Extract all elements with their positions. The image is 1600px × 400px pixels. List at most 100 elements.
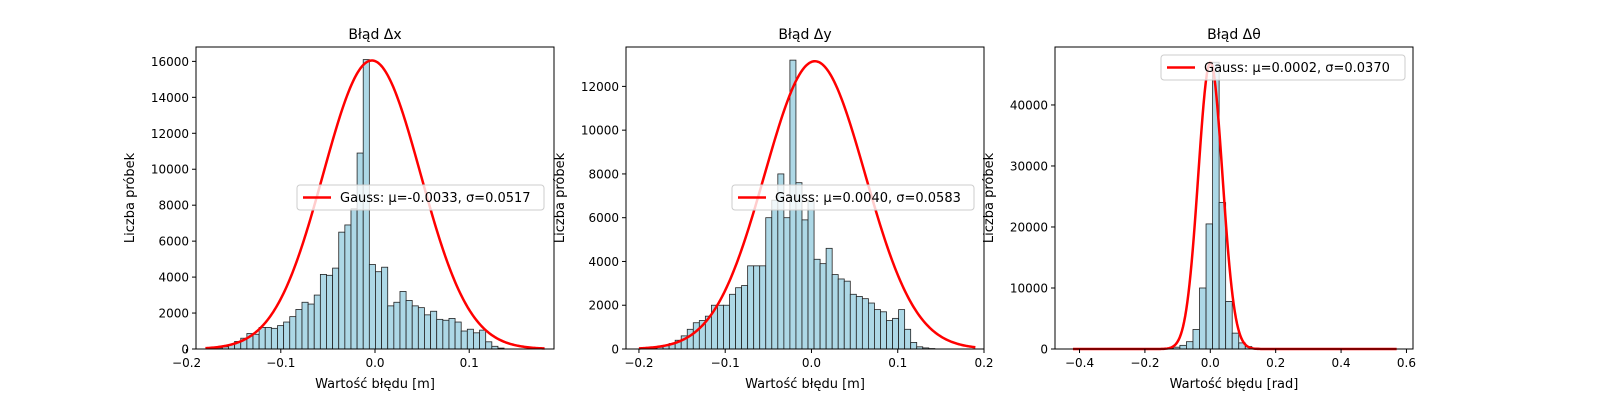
x-tick-label: 0.4: [1332, 356, 1351, 370]
x-tick-label: −0.1: [711, 356, 740, 370]
histogram-bar: [1186, 341, 1194, 350]
histogram-bar: [344, 224, 352, 350]
histogram-bar: [1179, 344, 1187, 350]
y-tick-label: 14000: [151, 91, 189, 105]
histogram-bar: [350, 208, 358, 350]
x-tick-label: 0.1: [888, 356, 907, 370]
legend-box: [296, 184, 545, 211]
x-tick-label: −0.4: [1065, 356, 1094, 370]
y-tick-label: 2000: [158, 307, 189, 321]
histogram-bar: [771, 199, 779, 350]
y-tick-label: 6000: [158, 235, 189, 249]
x-tick-label: 0.6: [1397, 356, 1416, 370]
histogram-bar: [399, 291, 407, 350]
x-axis-label: Wartość błędu [rad]: [1170, 377, 1299, 392]
histogram-bar: [375, 271, 382, 350]
histogram-bar: [264, 327, 272, 350]
histogram-bar: [393, 301, 401, 350]
histogram-bar: [735, 287, 742, 350]
histogram-bar: [892, 317, 899, 350]
histogram-bar: [301, 301, 309, 350]
legend: Gauss: μ=0.0002, σ=0.0370: [1160, 54, 1406, 81]
histogram-bar: [313, 294, 321, 350]
histogram-bar: [843, 280, 851, 350]
histogram-bar: [460, 330, 468, 350]
histogram-bar: [319, 273, 327, 350]
x-tick-label: 0.2: [974, 356, 993, 370]
histogram-bar: [289, 316, 297, 350]
y-tick-label: 8000: [158, 199, 189, 213]
histogram-bar: [874, 309, 881, 350]
histogram-bar: [424, 314, 431, 350]
histogram-bar: [283, 321, 291, 350]
plot-title: Błąd Δy: [778, 27, 831, 43]
histogram-bar: [855, 296, 863, 350]
histogram-bar: [783, 217, 791, 350]
y-tick-label: 30000: [1010, 159, 1048, 173]
histogram-bar: [723, 304, 730, 350]
histogram-bar: [356, 152, 364, 350]
y-axis-label: Liczba próbek: [123, 152, 138, 243]
subplot-dtheta: −0.4 −0.2 0.0 0.2 0.4 0.6 0 10000 20000 30000 400…: [982, 27, 1416, 392]
histogram-bar: [417, 307, 425, 350]
y-tick-label: 10000: [581, 124, 619, 138]
histogram-bar: [886, 320, 893, 350]
histogram-bar: [849, 293, 857, 350]
x-tick-label: −0.2: [1130, 356, 1159, 370]
gauss-curve: [638, 59, 976, 350]
gauss-curve: [205, 59, 545, 350]
x-tick-label: 0.2: [1266, 356, 1285, 370]
histogram-bar: [904, 328, 912, 350]
histogram-bar: [1205, 223, 1213, 350]
histogram-bar: [387, 305, 395, 350]
histogram-bar: [898, 309, 906, 350]
histogram-bar: [686, 328, 694, 350]
x-axis-label: Wartość błędu [m]: [745, 377, 865, 392]
y-tick-label: 8000: [588, 167, 619, 181]
y-tick-label: 0: [1040, 343, 1048, 357]
histogram-bar: [277, 325, 285, 350]
x-tick-label: 0.0: [365, 356, 384, 370]
subplot-dy: −0.2 −0.1 0.0 0.1 0.2 0 2000 4000 6000 8000 10000…: [553, 27, 994, 392]
y-tick-label: 10000: [151, 163, 189, 177]
y-tick-label: 20000: [1010, 220, 1048, 234]
legend-box: [731, 184, 975, 211]
x-tick-label: −0.1: [266, 356, 295, 370]
histogram-bar: [692, 322, 700, 350]
histogram-bar: [326, 274, 333, 350]
y-axis-ticks: 0 2000 4000 6000 8000 10000 12000: [581, 80, 626, 357]
y-axis-label: Liczba próbek: [553, 152, 568, 243]
gauss-curve: [1072, 60, 1397, 351]
y-axis-ticks: 0 10000 20000 30000 40000: [1010, 98, 1055, 357]
gauss-curve-group: [1072, 60, 1397, 351]
y-tick-label: 2000: [588, 299, 619, 313]
histogram-bar: [295, 309, 303, 350]
histogram-bar: [411, 305, 419, 350]
x-axis-ticks: −0.2 −0.1 0.0 0.1 0.2: [624, 349, 994, 370]
plot-title: Błąd Δθ: [1207, 27, 1261, 43]
histogram-bar: [307, 303, 315, 350]
subplot-dx: −0.2 −0.1 0.0 0.1 0 2000 4000 6000 8000 10000 120…: [123, 27, 555, 392]
y-tick-label: 4000: [588, 255, 619, 269]
histogram-bar: [430, 310, 438, 350]
histogram-bar: [270, 327, 278, 350]
x-axis-ticks: −0.4 −0.2 0.0 0.2 0.4 0.6: [1065, 349, 1416, 370]
histogram-bar: [729, 293, 736, 350]
histogram-bar: [880, 311, 887, 350]
legend: Gauss: μ=0.0040, σ=0.0583: [731, 184, 975, 211]
histogram-bar: [448, 318, 456, 350]
histogram-bar: [1199, 287, 1207, 350]
histogram-bar: [819, 263, 827, 350]
histogram-bar: [485, 341, 493, 350]
plot-title: Błąd Δx: [348, 27, 401, 43]
histogram-bar: [436, 318, 444, 350]
histogram-bars: [1166, 61, 1259, 350]
x-tick-label: −0.2: [172, 356, 201, 370]
histogram-bar: [368, 264, 376, 350]
x-axis-label: Wartość błędu [m]: [315, 377, 435, 392]
y-tick-label: 40000: [1010, 98, 1048, 112]
plot-frame: [1054, 46, 1414, 350]
legend-label: Gauss: μ=0.0002, σ=0.0370: [1204, 61, 1390, 76]
histogram-bar: [466, 328, 474, 350]
